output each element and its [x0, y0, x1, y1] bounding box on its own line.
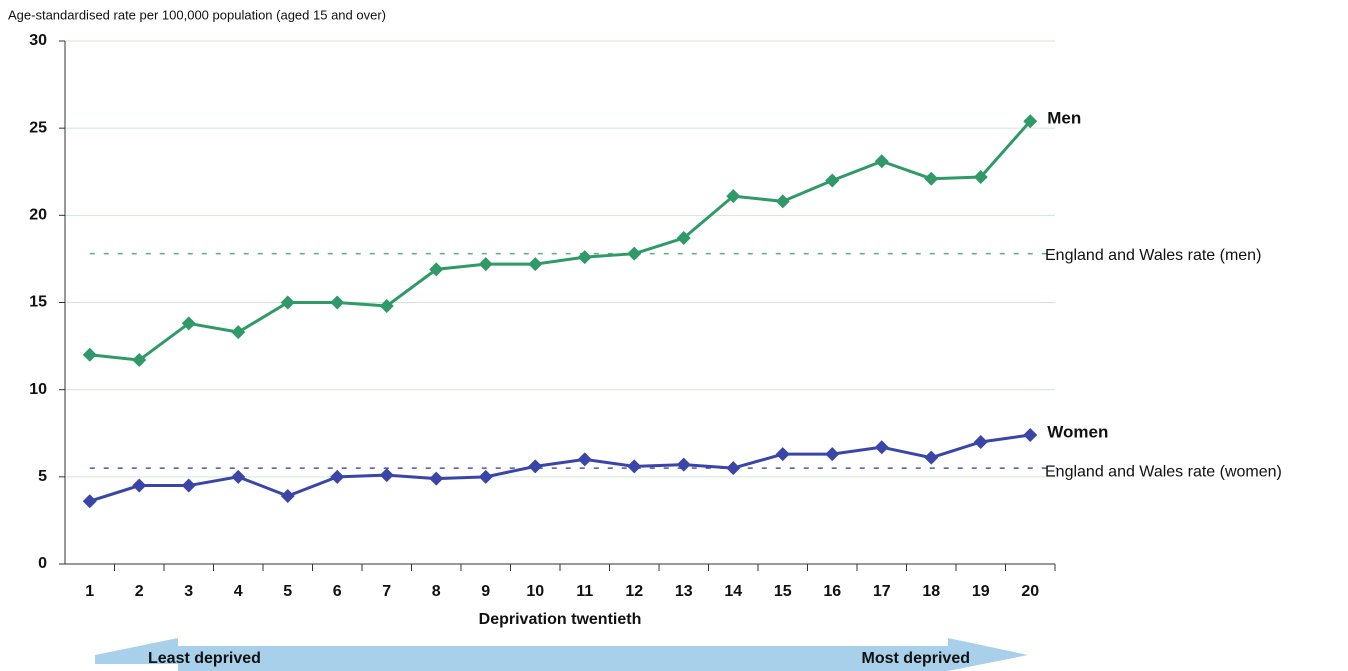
marker: [1023, 427, 1038, 442]
marker: [676, 230, 691, 245]
marker: [528, 459, 543, 474]
x-tick-label: 13: [675, 583, 693, 600]
series-label: Men: [1047, 109, 1081, 128]
marker: [379, 468, 394, 483]
marker: [627, 246, 642, 261]
x-tick-label: 1: [85, 583, 94, 600]
y-tick-label: 10: [29, 381, 47, 398]
y-tick-label: 5: [38, 468, 47, 485]
marker: [874, 440, 889, 455]
x-tick-label: 16: [823, 583, 841, 600]
series-line: [89, 433, 1031, 503]
marker: [874, 154, 889, 169]
marker: [775, 194, 790, 209]
y-tick-label: 20: [29, 207, 47, 224]
series-label: Women: [1047, 422, 1108, 441]
marker: [577, 250, 592, 265]
reference-label: England and Wales rate (women): [1045, 463, 1282, 480]
marker: [231, 469, 246, 484]
marker: [478, 257, 493, 272]
marker: [330, 295, 345, 310]
x-tick-label: 12: [625, 583, 643, 600]
x-tick-label: 4: [234, 583, 243, 600]
x-tick-label: 5: [283, 583, 292, 600]
x-tick-label: 9: [481, 583, 490, 600]
series-line: [89, 120, 1032, 362]
marker: [330, 469, 345, 484]
marker: [82, 347, 97, 362]
marker: [181, 316, 196, 331]
marker: [676, 457, 691, 472]
x-tick-label: 11: [576, 583, 593, 600]
x-tick-label: 18: [922, 583, 940, 600]
marker: [1023, 114, 1038, 129]
marker: [231, 325, 246, 340]
y-tick-label: 15: [29, 294, 47, 311]
x-tick-label: 15: [774, 583, 792, 600]
marker: [577, 452, 592, 467]
arrow-label: Least deprived: [148, 650, 261, 667]
x-tick-label: 7: [382, 583, 391, 600]
x-tick-label: 20: [1021, 583, 1039, 600]
x-axis-label: Deprivation twentieth: [479, 611, 642, 628]
marker: [478, 469, 493, 484]
y-tick-label: 30: [29, 32, 47, 49]
x-tick-label: 19: [972, 583, 990, 600]
marker: [825, 447, 840, 462]
marker: [924, 450, 939, 465]
marker: [429, 262, 444, 277]
x-tick-label: 6: [333, 583, 342, 600]
arrow-label: Most deprived: [862, 650, 970, 667]
marker: [973, 434, 988, 449]
y-tick-label: 0: [38, 555, 47, 572]
marker: [726, 189, 741, 204]
marker: [82, 494, 97, 509]
marker: [726, 461, 741, 476]
marker: [132, 353, 147, 368]
marker: [280, 489, 295, 504]
x-tick-label: 17: [873, 583, 891, 600]
marker: [528, 257, 543, 272]
direction-arrow: [95, 638, 1028, 671]
x-tick-label: 14: [724, 583, 742, 600]
marker: [132, 478, 147, 493]
chart-title: Age-standardised rate per 100,000 popula…: [8, 7, 386, 22]
marker: [924, 171, 939, 186]
marker: [429, 471, 444, 486]
x-tick-label: 10: [526, 583, 544, 600]
x-tick-label: 2: [135, 583, 144, 600]
marker: [379, 298, 394, 313]
marker: [775, 447, 790, 462]
marker: [973, 169, 988, 184]
reference-label: England and Wales rate (men): [1045, 247, 1261, 264]
marker: [181, 478, 196, 493]
marker: [627, 459, 642, 474]
marker: [280, 295, 295, 310]
marker: [825, 173, 840, 188]
x-tick-label: 8: [432, 583, 441, 600]
y-tick-label: 25: [29, 119, 47, 136]
x-tick-label: 3: [184, 583, 193, 600]
